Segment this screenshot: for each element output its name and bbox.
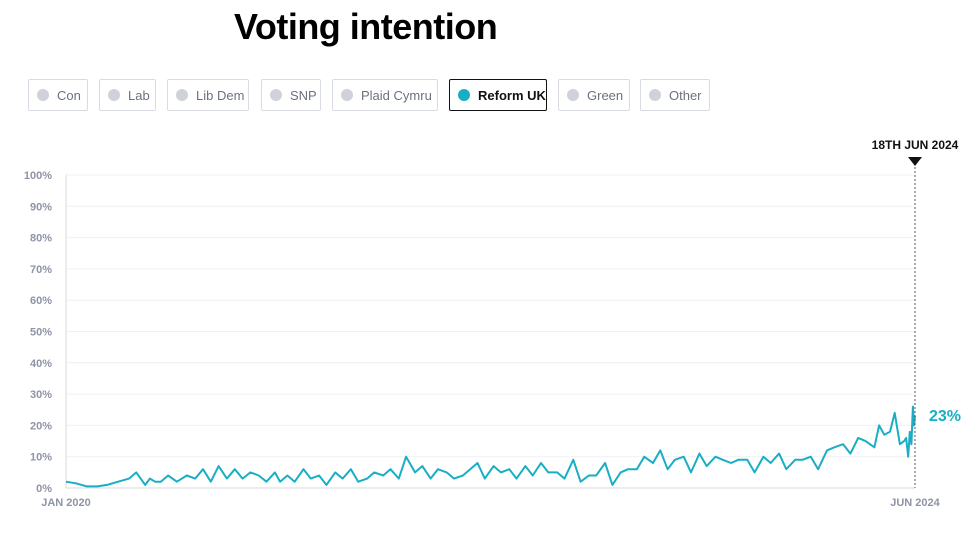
latest-value-label: 23% <box>929 408 961 425</box>
filter-other[interactable]: Other <box>640 79 710 111</box>
page-title: Voting intention <box>234 6 498 47</box>
filter-lib-dem-label: Lib Dem <box>196 87 245 103</box>
y-tick-label: 0% <box>36 483 52 495</box>
x-label-start: JAN 2020 <box>41 497 91 509</box>
y-tick-label: 60% <box>30 295 52 307</box>
y-tick-label: 50% <box>30 327 52 339</box>
y-tick-label: 90% <box>30 201 52 213</box>
green-dot-icon <box>567 89 579 101</box>
filter-green-label: Green <box>587 87 624 103</box>
filter-snp[interactable]: SNP <box>261 79 321 111</box>
y-tick-label: 40% <box>30 358 52 370</box>
y-tick-label: 10% <box>30 452 52 464</box>
filter-green[interactable]: Green <box>558 79 630 111</box>
y-tick-label: 70% <box>30 264 52 276</box>
x-label-end: JUN 2024 <box>890 497 940 509</box>
snp-dot-icon <box>270 89 282 101</box>
y-tick-label: 30% <box>30 389 52 401</box>
other-dot-icon <box>649 89 661 101</box>
filter-reform-uk[interactable]: Reform UK <box>449 79 547 111</box>
filter-con-label: Con <box>57 87 81 103</box>
gridlines <box>66 174 915 458</box>
filter-plaid-cymru-label: Plaid Cymru <box>361 87 432 103</box>
con-dot-icon <box>37 89 49 101</box>
filter-lab-label: Lab <box>128 87 150 103</box>
lab-dot-icon <box>108 89 120 101</box>
filter-reform-uk-label: Reform UK <box>478 87 546 103</box>
date-marker-arrow-icon <box>908 157 922 166</box>
date-marker-label: 18TH JUN 2024 <box>872 138 959 152</box>
filter-lib-dem[interactable]: Lib Dem <box>167 79 249 111</box>
plaid-cymru-dot-icon <box>341 89 353 101</box>
reform-uk-dot-icon <box>458 89 470 101</box>
filter-snp-label: SNP <box>290 87 317 103</box>
filter-lab[interactable]: Lab <box>99 79 156 111</box>
y-tick-label: 100% <box>24 170 52 182</box>
lib-dem-dot-icon <box>176 89 188 101</box>
filter-other-label: Other <box>669 87 702 103</box>
y-axis-ticks: 0% 10% 20% 30% 40% 50% 60% 70% 80% 90% 100% <box>24 170 52 495</box>
y-tick-label: 20% <box>30 420 52 432</box>
filter-con[interactable]: Con <box>28 79 88 111</box>
y-tick-label: 80% <box>30 233 52 245</box>
series-line-reform-uk <box>65 405 916 488</box>
filter-plaid-cymru[interactable]: Plaid Cymru <box>332 79 438 111</box>
